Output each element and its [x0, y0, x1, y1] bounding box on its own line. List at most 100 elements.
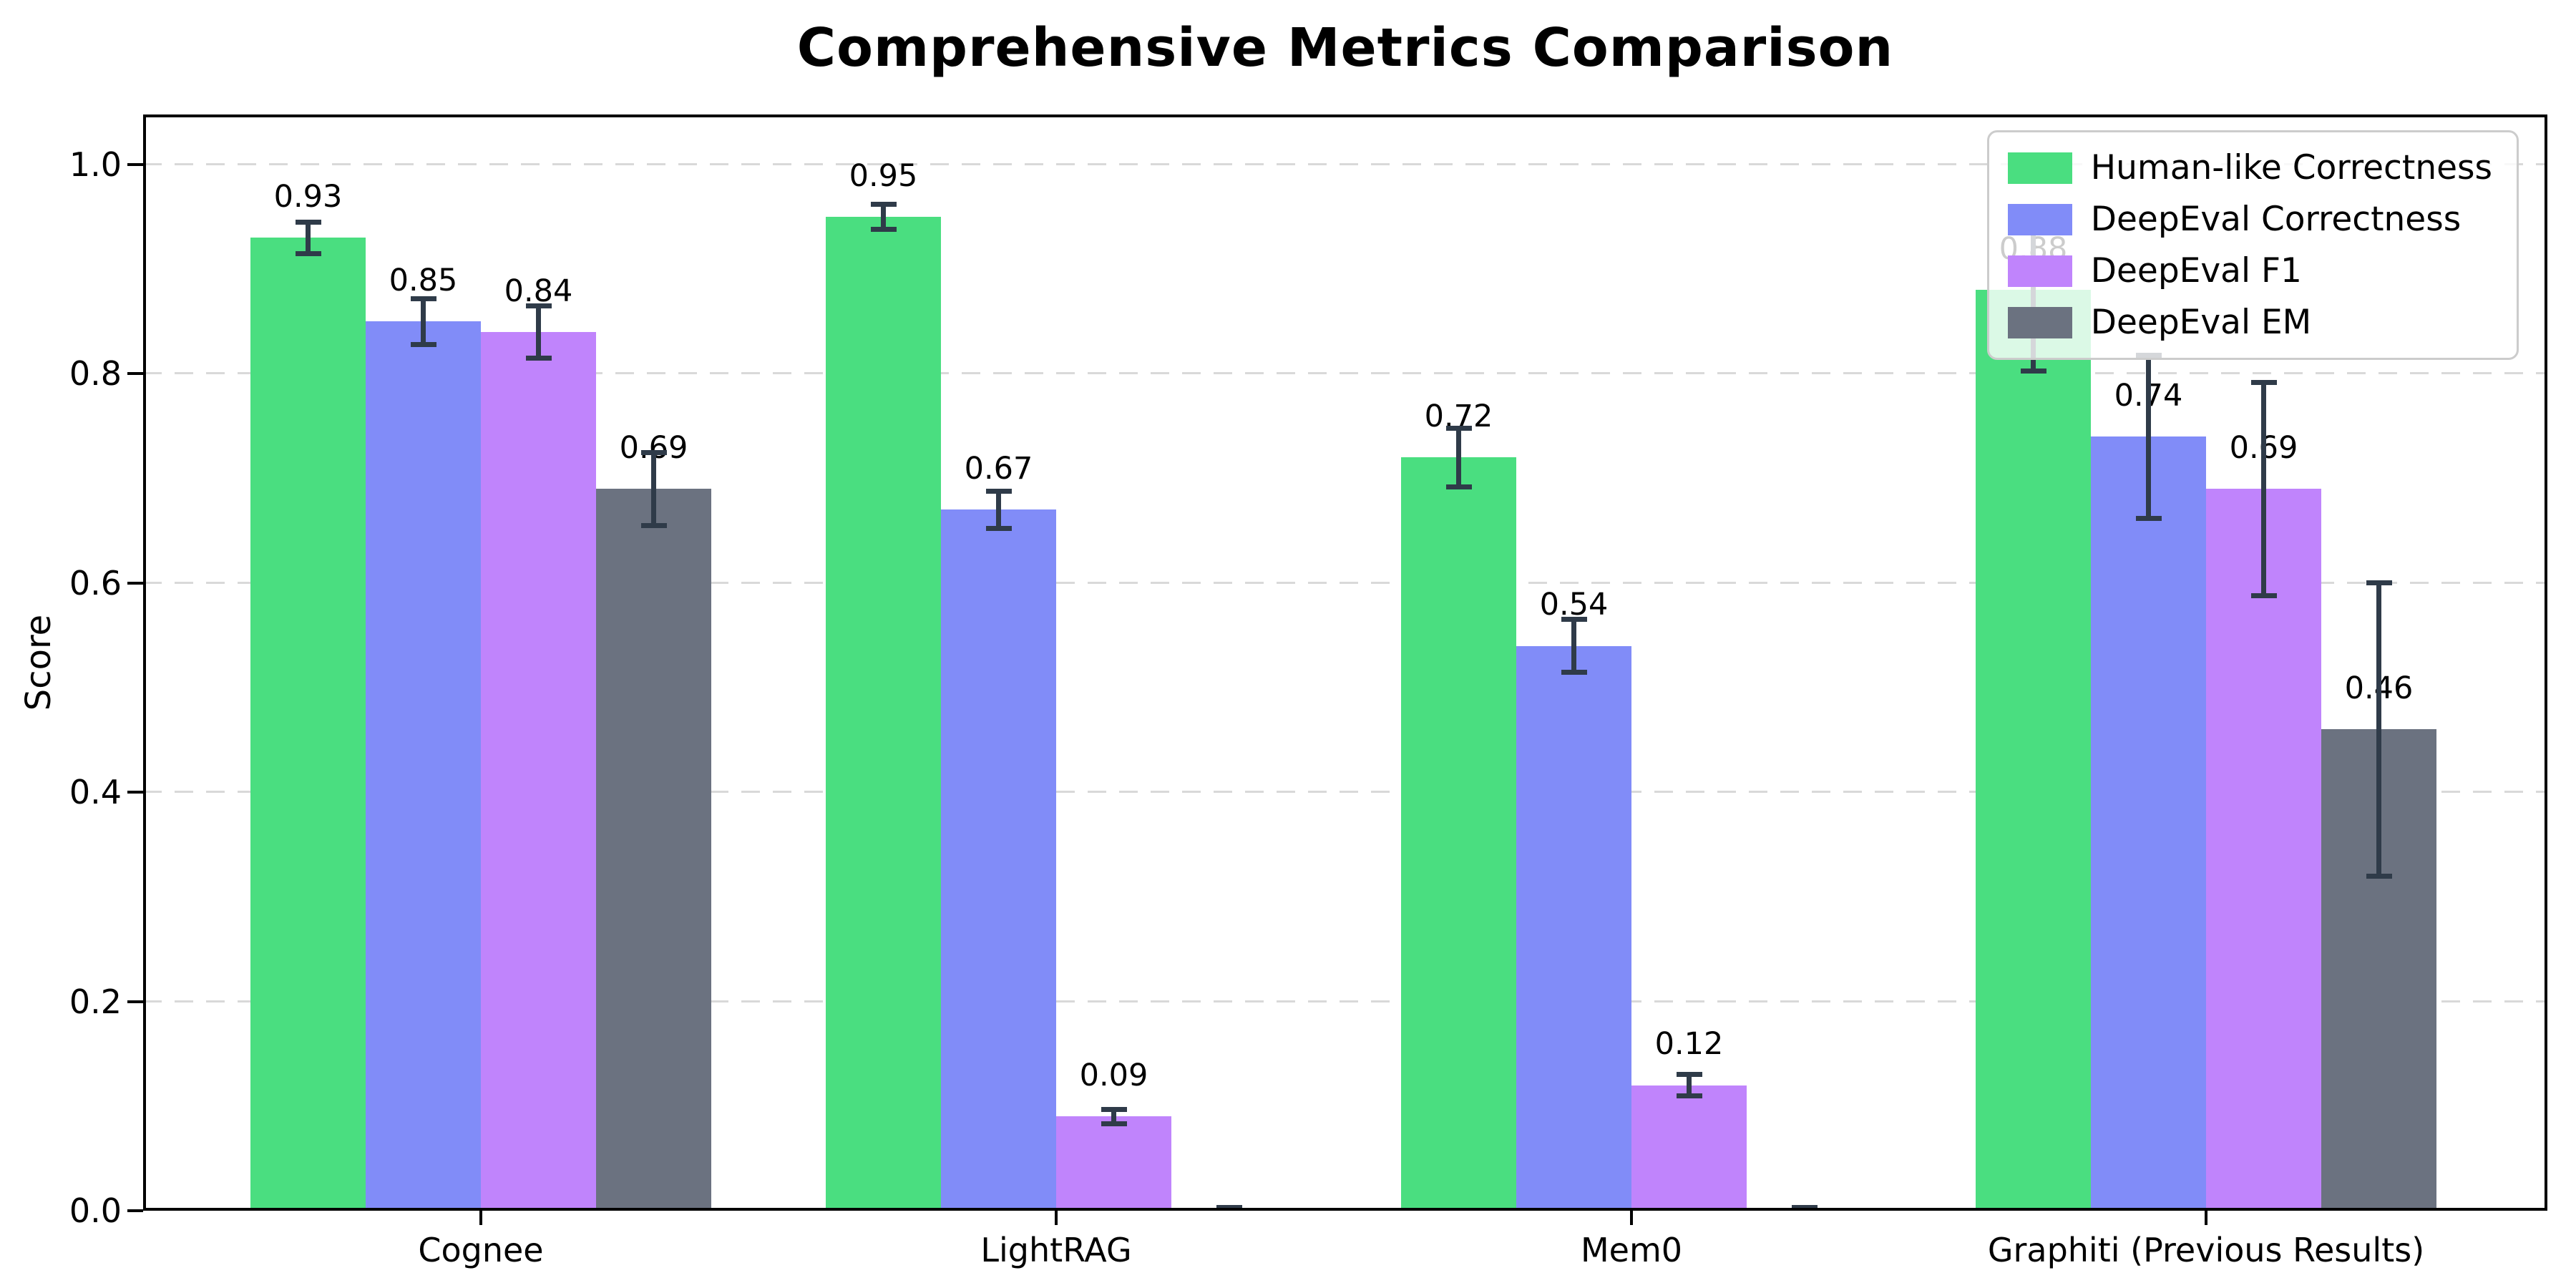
error-bar-cap	[2250, 592, 2277, 598]
error-bar-line	[1571, 619, 1576, 673]
x-tick-label: Cognee	[418, 1231, 544, 1269]
bar-human-like-correctness-3	[1976, 290, 2091, 1211]
legend-item: Human-like Correctness	[2007, 148, 2492, 187]
bar-deepeval-em-0	[596, 489, 711, 1211]
error-bar-cap	[1445, 484, 1472, 489]
chart-title: Comprehensive Metrics Comparison	[796, 17, 1894, 79]
gridline	[143, 163, 2547, 165]
x-tick-label: Graphiti (Previous Results)	[1987, 1231, 2425, 1269]
error-bar-cap	[2366, 580, 2392, 586]
bar-human-like-correctness-0	[250, 238, 366, 1211]
bar-value-label: 0.84	[504, 273, 573, 309]
gridline	[143, 791, 2547, 794]
error-bar-cap	[870, 227, 897, 233]
error-bar-cap	[1676, 1072, 1702, 1078]
error-bar-line	[2376, 582, 2381, 877]
error-bar-line	[1111, 1109, 1116, 1124]
bar-deepeval-correctness-0	[366, 321, 481, 1211]
error-bar-line	[2146, 355, 2151, 519]
bar-value-label: 0.93	[273, 179, 343, 215]
gridline	[143, 581, 2547, 584]
x-tick-mark	[479, 1211, 482, 1225]
error-bar-cap	[640, 449, 667, 455]
legend-item-label: DeepEval Correctness	[2090, 200, 2462, 239]
error-bar-cap	[1101, 1106, 1127, 1112]
error-bar-cap	[1676, 1093, 1702, 1098]
y-tick-label: 0.4	[69, 773, 122, 812]
error-bar-cap	[2135, 515, 2162, 521]
legend-item: DeepEval Correctness	[2007, 200, 2492, 239]
bar-deepeval-f1-0	[481, 331, 596, 1211]
error-bar-line	[1456, 428, 1461, 487]
error-bar-cap	[985, 526, 1012, 532]
plot-border-top	[143, 114, 2547, 117]
error-bar-line	[1687, 1074, 1692, 1096]
bar-value-label: 0.85	[389, 263, 458, 299]
bar-value-label: 0.95	[849, 157, 918, 194]
legend-item-label: Human-like Correctness	[2090, 148, 2492, 187]
y-tick-label: 0.2	[69, 982, 122, 1021]
error-bar-cap	[2020, 368, 2046, 374]
x-tick-label: LightRAG	[980, 1231, 1132, 1269]
error-bar-line	[996, 491, 1001, 529]
error-bar-line	[2261, 382, 2266, 596]
bar-deepeval-f1-3	[2206, 489, 2321, 1211]
y-tick-label: 0.6	[69, 563, 122, 602]
legend-swatch-icon	[2007, 152, 2072, 184]
x-tick-mark	[1055, 1211, 1058, 1225]
error-bar-cap	[985, 488, 1012, 494]
error-bar-cap	[870, 202, 897, 208]
legend-swatch-icon	[2007, 203, 2072, 235]
y-tick-mark	[127, 1209, 143, 1212]
error-bar-cap	[1445, 425, 1472, 431]
bar-deepeval-f1-2	[1631, 1085, 1747, 1211]
legend-swatch-icon	[2007, 306, 2072, 338]
y-tick-label: 0.8	[69, 354, 122, 394]
gridline	[143, 1000, 2547, 1002]
y-tick-mark	[127, 163, 143, 166]
y-tick-mark	[127, 791, 143, 794]
error-bar-cap	[640, 522, 667, 528]
error-bar-line	[651, 452, 656, 526]
error-bar-cap	[1101, 1121, 1127, 1127]
error-bar-cap	[295, 250, 321, 256]
legend-swatch-icon	[2007, 255, 2072, 287]
error-bar-cap	[410, 341, 436, 347]
y-tick-label: 1.0	[69, 145, 122, 184]
legend-item-label: DeepEval EM	[2090, 303, 2312, 342]
bar-value-label: 0.09	[1079, 1058, 1148, 1094]
bar-value-label: 0.12	[1654, 1026, 1724, 1063]
legend-item-label: DeepEval F1	[2090, 251, 2302, 291]
error-bar-line	[306, 222, 311, 254]
error-bar-cap	[2250, 379, 2277, 385]
error-bar-cap	[525, 355, 552, 361]
plot-border-bottom	[143, 1208, 2547, 1211]
legend: Human-like Correctness DeepEval Correctne…	[1986, 130, 2519, 360]
x-tick-mark	[1630, 1211, 1633, 1225]
bar-deepeval-correctness-1	[941, 509, 1056, 1211]
bar-human-like-correctness-2	[1401, 457, 1516, 1211]
error-bar-line	[536, 306, 541, 358]
bar-deepeval-correctness-2	[1516, 645, 1631, 1211]
error-bar-cap	[295, 219, 321, 225]
bar-value-label: 0.54	[1539, 587, 1609, 623]
error-bar-cap	[1561, 669, 1587, 675]
error-bar-cap	[1561, 617, 1587, 623]
bar-value-label: 0.67	[964, 451, 1033, 487]
error-bar-cap	[2366, 873, 2392, 879]
error-bar-cap	[410, 296, 436, 301]
plot-area: 0.930.950.720.880.850.670.540.740.840.09…	[143, 114, 2547, 1211]
error-bar-line	[881, 204, 886, 230]
y-tick-mark	[127, 372, 143, 376]
gridline	[143, 372, 2547, 375]
legend-item: DeepEval F1	[2007, 251, 2492, 291]
y-axis-label: Score	[19, 614, 59, 711]
plot-border-left	[143, 114, 146, 1211]
plot-border-right	[2545, 114, 2547, 1211]
y-tick-mark	[127, 581, 143, 585]
bar-deepeval-correctness-3	[2091, 436, 2206, 1211]
error-bar-line	[421, 298, 426, 345]
bar-deepeval-f1-1	[1056, 1116, 1171, 1211]
y-tick-label: 0.0	[69, 1191, 122, 1230]
